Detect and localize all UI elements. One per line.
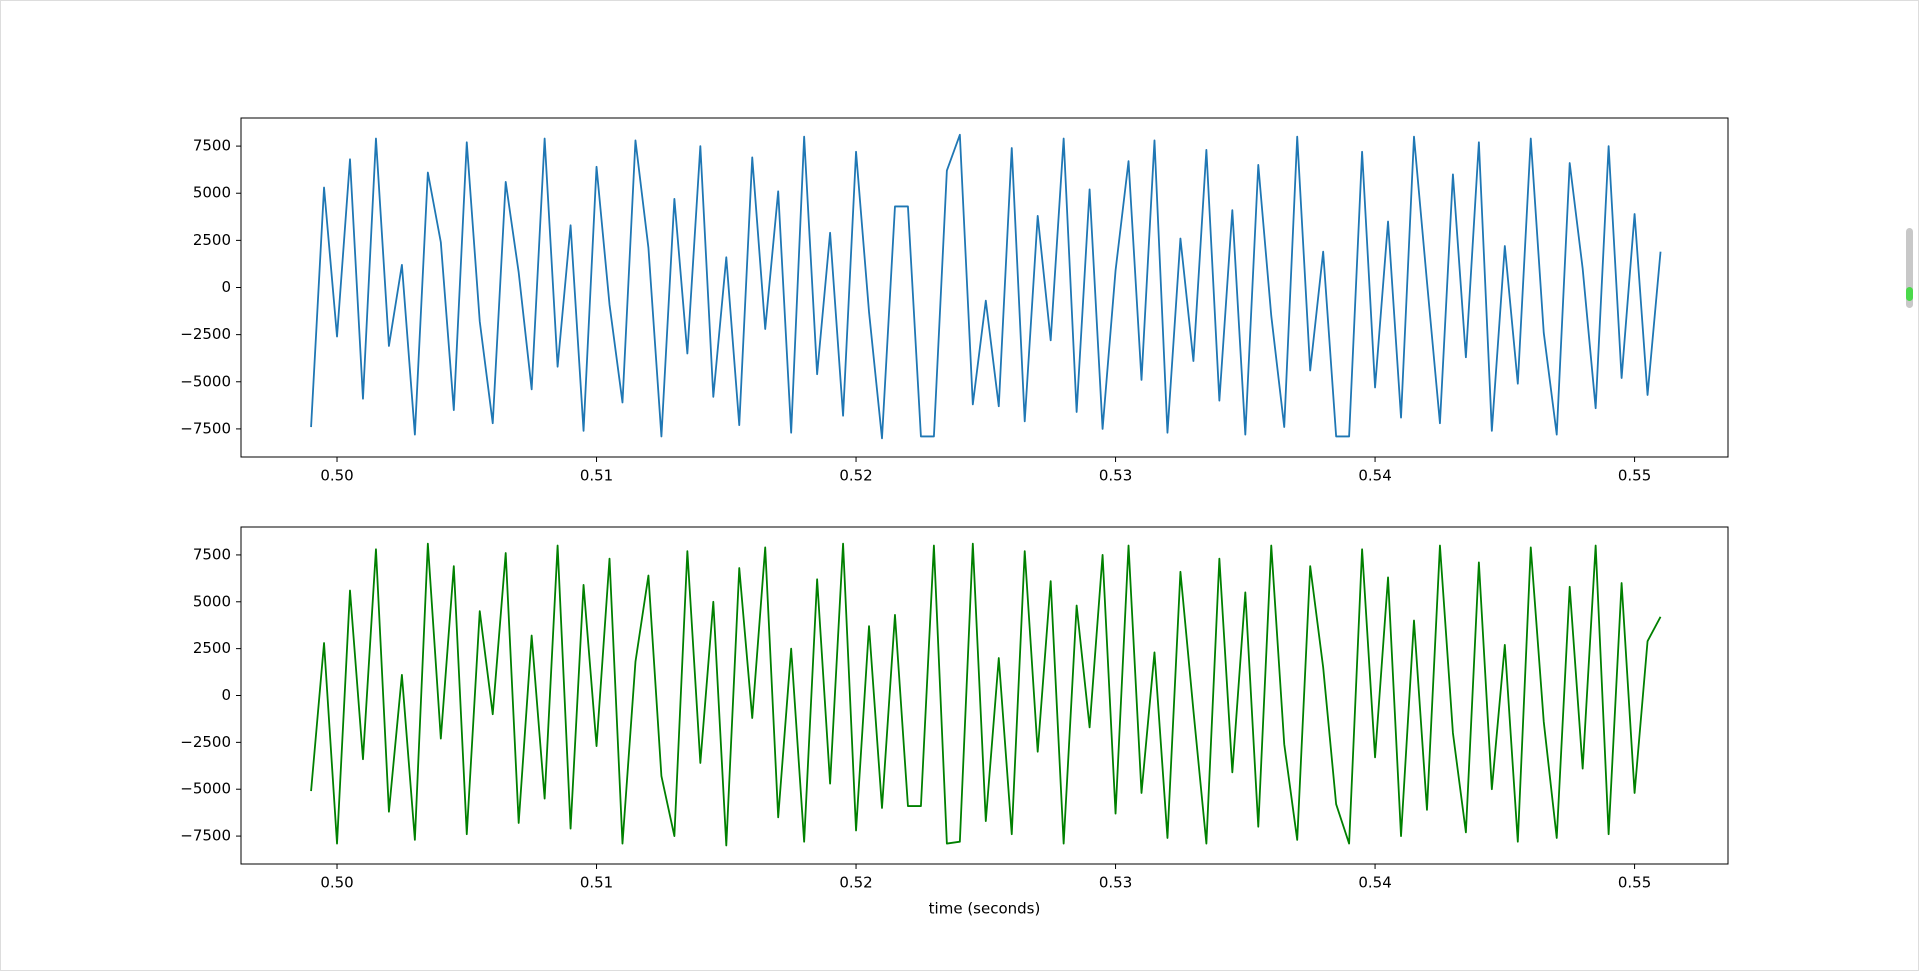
y-tick-label: 7500 — [193, 545, 231, 563]
y-tick-label: 7500 — [193, 137, 231, 155]
x-tick-label: 0.54 — [1358, 874, 1391, 892]
y-tick-label: 0 — [221, 686, 231, 704]
x-tick-label: 0.50 — [320, 874, 353, 892]
x-tick-label: 0.53 — [1099, 467, 1132, 485]
x-axis-label: time (seconds) — [929, 900, 1041, 918]
x-tick-label: 0.52 — [839, 467, 872, 485]
x-tick-label: 0.51 — [580, 467, 613, 485]
scroll-indicator — [1906, 287, 1913, 301]
y-tick-label: −5000 — [180, 780, 231, 798]
signal-line — [310, 542, 1662, 847]
x-tick-label: 0.51 — [580, 874, 613, 892]
y-tick-label: −2500 — [180, 325, 231, 343]
x-tick-label: 0.50 — [320, 467, 353, 485]
x-tick-label: 0.55 — [1618, 874, 1651, 892]
y-tick-label: −5000 — [180, 372, 231, 390]
y-tick-label: 2500 — [193, 639, 231, 657]
x-tick-label: 0.53 — [1099, 874, 1132, 892]
x-tick-label: 0.54 — [1358, 467, 1391, 485]
y-tick-label: 5000 — [193, 184, 231, 202]
y-tick-label: −7500 — [180, 827, 231, 845]
y-tick-label: −7500 — [180, 419, 231, 437]
y-tick-label: 0 — [221, 278, 231, 296]
signal-line — [310, 133, 1662, 440]
x-tick-label: 0.55 — [1618, 467, 1651, 485]
y-tick-label: 2500 — [193, 231, 231, 249]
y-tick-label: −2500 — [180, 733, 231, 751]
x-tick-label: 0.52 — [839, 874, 872, 892]
y-tick-label: 5000 — [193, 592, 231, 610]
